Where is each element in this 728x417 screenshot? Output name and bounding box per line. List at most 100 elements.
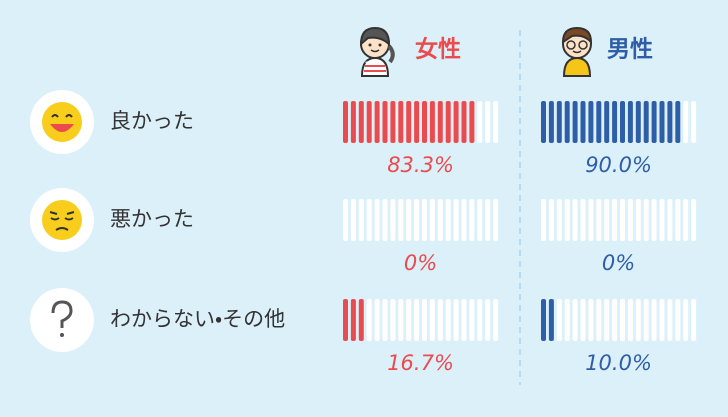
segment-slot: [683, 299, 689, 341]
segment-slot: [635, 299, 641, 341]
bar-segment: [556, 101, 562, 143]
value-label: 83.3%: [387, 153, 454, 177]
segment-slot: [691, 101, 697, 143]
segment-slot: [429, 199, 435, 241]
segment-slot: [358, 199, 364, 241]
bar-segment: [350, 101, 356, 143]
bar-segment: [429, 101, 435, 143]
bar-segment: [564, 101, 570, 143]
bar-segment: [406, 101, 412, 143]
segment-slot: [414, 199, 420, 241]
bar-segment: [453, 101, 459, 143]
segment-slot: [477, 299, 483, 341]
segment-slot: [612, 299, 618, 341]
segment-slot: [461, 299, 467, 341]
bar: [541, 101, 681, 143]
bar-segment: [366, 101, 372, 143]
bar-segment: [374, 101, 380, 143]
segment-slot: [556, 299, 562, 341]
segment-slot: [469, 199, 475, 241]
bar-segment: [343, 101, 348, 143]
bar-segment: [358, 101, 364, 143]
bar-segment: [469, 101, 475, 143]
segment-slot: [580, 299, 586, 341]
segment-slot: [556, 199, 562, 241]
value-label: 0%: [404, 251, 437, 275]
segment-slot: [667, 299, 673, 341]
segment-slot: [477, 199, 483, 241]
segment-slot: [612, 199, 618, 241]
bar-segment: [659, 101, 665, 143]
segment-slot: [620, 199, 625, 241]
segment-slot: [414, 299, 420, 341]
segment-slot: [691, 199, 697, 241]
segment-slot: [588, 199, 594, 241]
bar-segment: [675, 101, 681, 143]
segment-slot: [390, 199, 396, 241]
bar-segment: [651, 101, 657, 143]
bar-segment: [588, 101, 594, 143]
segment-slot: [683, 199, 689, 241]
bar-segment: [437, 101, 443, 143]
segment-slot: [588, 299, 594, 341]
segment-slot: [596, 199, 602, 241]
segment-slot: [683, 101, 689, 143]
bar-segment: [422, 101, 427, 143]
value-label: 0%: [602, 251, 635, 275]
legend-label: 男性: [607, 37, 653, 63]
bar-segment: [612, 101, 618, 143]
segment-slot: [572, 199, 578, 241]
segment-slot: [675, 199, 681, 241]
bar-segment: [398, 101, 404, 143]
bar-segment: [414, 101, 420, 143]
bar-segment: [390, 101, 396, 143]
segment-slot: [627, 299, 633, 341]
segment-slot: [541, 199, 546, 241]
bar-segment: [548, 299, 554, 341]
segment-slot: [366, 299, 372, 341]
bar-segment: [604, 101, 610, 143]
segment-slot: [691, 299, 697, 341]
bar: [541, 299, 554, 341]
bar-segment: [343, 299, 348, 341]
segment-slot: [675, 299, 681, 341]
bar-segment: [580, 101, 586, 143]
bar-segment: [382, 101, 388, 143]
segment-slot: [667, 199, 673, 241]
segment-slot: [485, 299, 491, 341]
segment-slot: [422, 199, 427, 241]
segment-slot: [406, 199, 412, 241]
segment-slot: [493, 299, 499, 341]
bar-segment: [643, 101, 649, 143]
segment-slot: [374, 199, 380, 241]
bar-segment: [635, 101, 641, 143]
value-label: 16.7%: [387, 351, 454, 375]
segment-slot: [659, 199, 665, 241]
segment-slot: [548, 199, 554, 241]
segment-slot: [627, 199, 633, 241]
segment-slot: [453, 299, 459, 341]
bar: [343, 101, 475, 143]
value-label: 10.0%: [585, 351, 652, 375]
segment-slot: [350, 199, 356, 241]
segment-slot: [643, 299, 649, 341]
segment-slot: [382, 199, 388, 241]
bar-segment: [445, 101, 451, 143]
segment-slot: [469, 299, 475, 341]
bar-segment: [541, 299, 546, 341]
segment-slot: [453, 199, 459, 241]
segment-slot: [493, 199, 499, 241]
category-label: わからない・その他: [110, 307, 285, 331]
bar-segment: [350, 299, 356, 341]
segment-slot: [366, 199, 372, 241]
category-label: 悪かった: [110, 207, 194, 231]
bar-segment: [627, 101, 633, 143]
segment-slot: [374, 299, 380, 341]
segment-slot: [596, 299, 602, 341]
segment-slot: [485, 199, 491, 241]
segment-slot: [485, 101, 491, 143]
female-icon: [359, 26, 395, 77]
segment-slot: [398, 199, 404, 241]
segment-slot: [659, 299, 665, 341]
